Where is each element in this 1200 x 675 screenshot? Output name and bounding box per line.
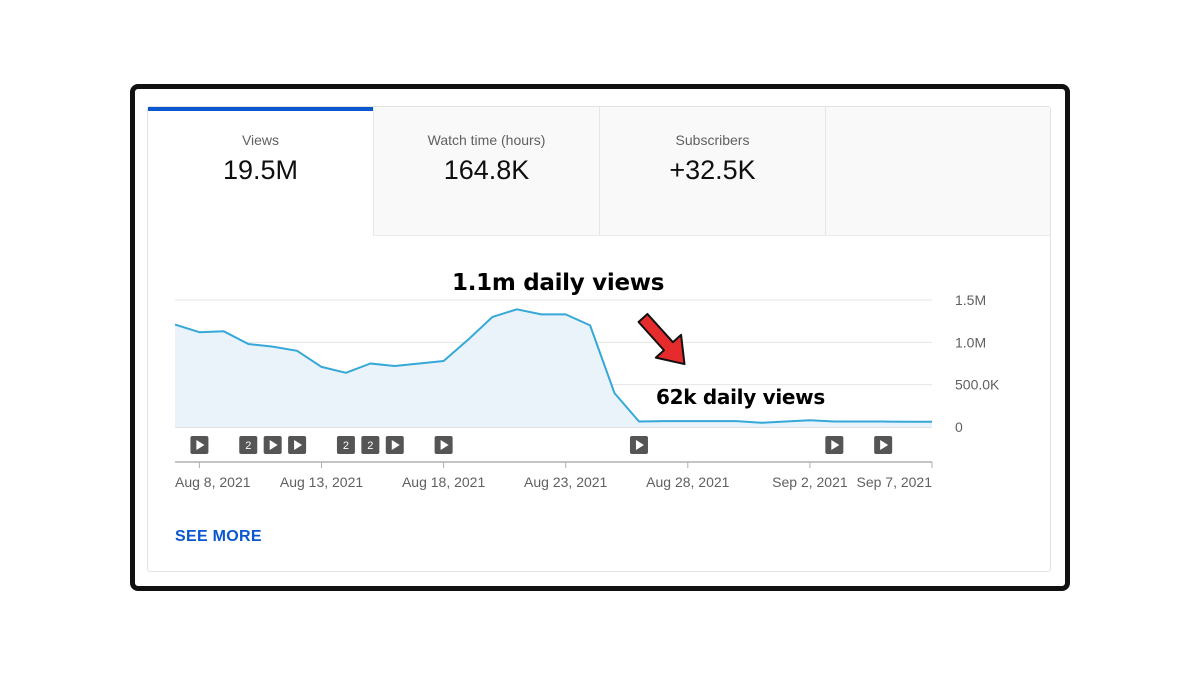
multi-video-marker	[361, 436, 380, 454]
x-tick-label: Sep 2, 2021	[772, 474, 848, 490]
y-tick-label: 1.0M	[955, 334, 986, 350]
peak-annotation: 1.1m daily views	[452, 270, 665, 296]
play-icon	[635, 440, 644, 450]
marker-count: 2	[343, 440, 349, 452]
marker-count: 2	[245, 440, 251, 452]
red-arrow-icon	[637, 312, 686, 366]
tab-views-label: Views	[241, 132, 280, 148]
play-icon	[294, 440, 303, 450]
tab-watch-time-value: 164.8K	[443, 155, 530, 185]
tab-subscribers-label: Subscribers	[675, 132, 750, 148]
multi-video-marker	[336, 436, 355, 454]
tab-empty	[826, 107, 1050, 236]
play-icon	[391, 440, 400, 450]
tab-watch-time-label: Watch time (hours)	[427, 132, 546, 148]
play-icon	[831, 440, 840, 450]
tab-subscribers[interactable]: Subscribers +32.5K	[600, 107, 826, 236]
x-tick-label: Aug 8, 2021	[175, 474, 251, 490]
views-area	[175, 309, 932, 427]
tab-subscribers-value: +32.5K	[669, 155, 756, 185]
x-tick-label: Aug 18, 2021	[402, 474, 486, 490]
low-annotation: 62k daily views	[656, 385, 825, 409]
x-tick-label: Sep 7, 2021	[856, 474, 932, 490]
play-icon	[269, 440, 278, 450]
y-tick-label: 1.5M	[955, 292, 986, 308]
x-tick-label: Aug 13, 2021	[280, 474, 364, 490]
tab-views-value: 19.5M	[222, 155, 299, 185]
metric-tabs: Views 19.5M Watch time (hours) 164.8K Su…	[148, 107, 1050, 236]
multi-video-marker	[239, 436, 258, 454]
tab-views[interactable]: Views 19.5M	[148, 107, 374, 236]
play-icon	[196, 440, 205, 450]
marker-count: 2	[367, 440, 373, 452]
play-icon	[880, 440, 889, 450]
tab-watch-time[interactable]: Watch time (hours) 164.8K	[374, 107, 600, 236]
x-tick-label: Aug 28, 2021	[646, 474, 730, 490]
y-tick-label: 500.0K	[955, 377, 1000, 393]
y-tick-label: 0	[955, 419, 963, 435]
views-line	[174, 308, 932, 424]
see-more-link[interactable]: SEE MORE	[175, 528, 262, 545]
x-tick-label: Aug 23, 2021	[524, 474, 608, 490]
arrow-shape	[637, 312, 686, 366]
play-icon	[440, 440, 449, 450]
